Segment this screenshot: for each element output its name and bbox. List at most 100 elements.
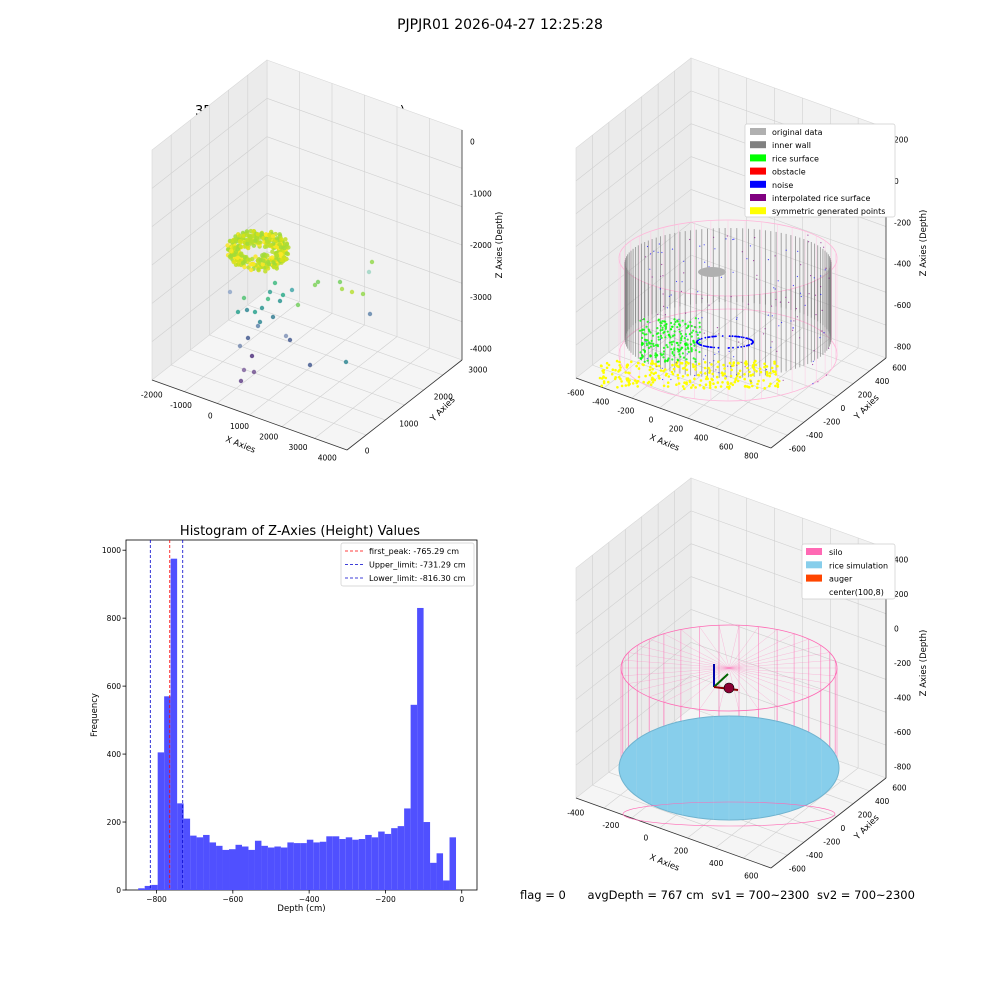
y-tick-label: 2000 <box>434 393 453 402</box>
symmetric-point <box>769 371 772 375</box>
z-tick-label: 0 <box>894 177 899 186</box>
histogram-bar <box>345 837 353 890</box>
rice-surface-point <box>694 349 697 352</box>
noise-point <box>795 308 797 310</box>
noise-point <box>727 365 729 367</box>
noise-point <box>660 275 662 277</box>
symmetric-point <box>607 380 610 384</box>
rice-surface-point <box>659 324 662 327</box>
depth-point <box>283 333 289 339</box>
symmetric-point <box>729 374 733 378</box>
noise-point <box>685 312 687 314</box>
legend-label: first_peak: -765.29 cm <box>369 547 459 556</box>
silo-roof-line <box>728 659 836 669</box>
surface-point <box>264 239 270 244</box>
rice-surface-point <box>646 320 649 323</box>
x-tick-label: 2000 <box>259 433 278 442</box>
x-tick-label: −600 <box>223 895 244 904</box>
symmetric-point <box>765 370 769 374</box>
surface-point <box>274 236 280 241</box>
noise-point <box>686 353 688 355</box>
rice-surface-point <box>686 338 689 341</box>
rice-surface-point <box>673 334 676 337</box>
silo-roof-line <box>680 629 730 669</box>
y-tick-label: 200 <box>858 391 873 400</box>
noise-point <box>813 277 815 279</box>
noise-point <box>730 296 732 298</box>
rice-surface-point <box>655 353 658 356</box>
symmetric-point <box>683 366 686 370</box>
legend-label: rice surface <box>772 154 819 163</box>
grid-line <box>742 767 859 859</box>
surface-point <box>241 233 246 238</box>
noise-point <box>714 248 716 250</box>
symmetric-point <box>730 368 733 372</box>
legend-swatch <box>750 194 766 201</box>
histogram-bar <box>280 847 288 890</box>
symmetric-point <box>648 368 652 372</box>
original-data-cluster <box>698 267 726 277</box>
rice-surface-point <box>646 359 649 362</box>
symmetric-point <box>757 379 760 383</box>
rice-surface-point <box>656 327 659 330</box>
rice-surface-point <box>657 319 660 322</box>
noise-point <box>733 356 735 358</box>
depth-point <box>315 279 321 285</box>
symmetric-point <box>751 365 755 369</box>
noise-point <box>704 345 706 348</box>
surface-point <box>238 244 243 249</box>
surface-point <box>255 232 260 237</box>
surface-point <box>279 257 284 263</box>
legend-frame <box>744 123 896 218</box>
rice-surface-point <box>639 357 643 360</box>
noise-point <box>697 339 699 342</box>
noise-point <box>697 291 699 293</box>
depth-point <box>244 307 250 313</box>
rice-surface-point <box>677 344 680 347</box>
depth-point <box>237 343 243 349</box>
histogram-bar <box>430 862 437 890</box>
histogram-bar <box>267 847 275 890</box>
rice-surface-point <box>693 344 696 347</box>
x-tick-label: 4000 <box>318 454 337 463</box>
symmetric-point <box>674 363 678 366</box>
z-tick-label: 0 <box>470 138 475 147</box>
symmetric-point <box>728 361 732 365</box>
histogram-bar <box>261 845 268 890</box>
noise-point <box>661 263 663 266</box>
rice-surface-point <box>639 351 642 354</box>
symmetric-point <box>726 381 729 384</box>
surface-point <box>283 237 288 242</box>
noise-point <box>812 383 814 385</box>
noise-point <box>792 327 794 329</box>
symmetric-point <box>652 372 656 376</box>
noise-point <box>683 272 685 274</box>
noise-point <box>749 245 752 247</box>
noise-point <box>773 287 775 289</box>
noise-point <box>718 351 720 353</box>
symmetric-point <box>755 370 758 373</box>
rice-surface-point <box>670 348 673 351</box>
symmetric-point <box>666 381 670 385</box>
symmetric-point <box>605 361 609 365</box>
noise-point <box>675 362 677 364</box>
depth-point <box>238 378 244 384</box>
rice-surface-point <box>664 327 668 330</box>
symmetric-point <box>708 369 712 372</box>
histogram-bar <box>235 844 242 890</box>
surface-point <box>277 242 282 247</box>
histogram-bar <box>209 842 217 890</box>
rice-surface-point <box>645 333 648 336</box>
symmetric-point <box>716 365 719 369</box>
rice-surface-point <box>684 333 688 336</box>
symmetric-point <box>773 362 776 365</box>
symmetric-point <box>636 379 640 383</box>
symmetric-point <box>699 371 703 374</box>
y-tick-label: 400 <box>107 750 122 759</box>
symmetric-point <box>677 365 680 369</box>
noise-point <box>777 280 779 282</box>
rice-surface-point <box>670 328 673 331</box>
rice-surface-point <box>689 343 693 346</box>
symmetric-point <box>738 369 742 373</box>
noise-point <box>646 245 649 248</box>
